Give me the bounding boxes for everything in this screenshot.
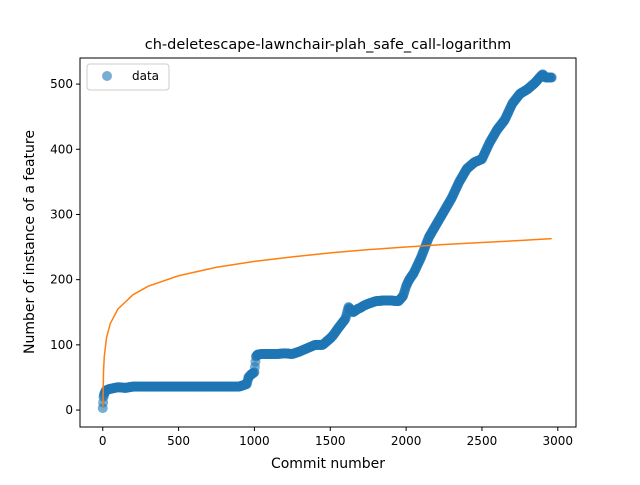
y-tick-label: 100 — [50, 338, 73, 352]
plot-frame — [79, 57, 577, 428]
plot-area — [80, 58, 576, 427]
legend-label-data: data — [132, 69, 159, 83]
x-axis-label: Commit number — [271, 456, 385, 472]
legend-box — [86, 63, 170, 91]
ticks-layer: 0 500 1000 1500 2000 2500 3000 0 100 200 300 400 500 — [50, 77, 573, 448]
x-tick-label: 1000 — [239, 434, 270, 448]
x-tick-label: 0 — [99, 434, 107, 448]
x-tick-label: 3000 — [543, 434, 574, 448]
x-tick-label: 2000 — [391, 434, 422, 448]
y-tick-label: 300 — [50, 207, 73, 221]
y-tick-label: 400 — [50, 142, 73, 156]
y-axis-label: Number of instance of a feature — [22, 130, 38, 354]
x-tick-label: 2500 — [467, 434, 498, 448]
x-tick-label: 500 — [167, 434, 190, 448]
y-tick-label: 0 — [65, 403, 73, 417]
x-tick-label: 1500 — [315, 434, 346, 448]
series-layer — [97, 69, 557, 414]
data-point — [546, 72, 557, 83]
y-tick-label: 500 — [50, 77, 73, 91]
legend-marker-data — [102, 71, 112, 81]
fit-line — [102, 237, 552, 407]
chart-title: ch-deletescape-lawnchair-plah_safe_call-… — [145, 37, 512, 53]
y-tick-label: 200 — [50, 273, 73, 287]
legend: data — [86, 63, 170, 91]
